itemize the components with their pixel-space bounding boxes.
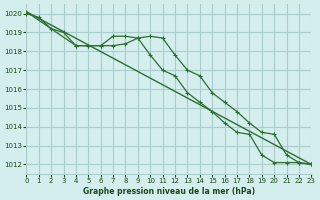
X-axis label: Graphe pression niveau de la mer (hPa): Graphe pression niveau de la mer (hPa) bbox=[83, 187, 255, 196]
